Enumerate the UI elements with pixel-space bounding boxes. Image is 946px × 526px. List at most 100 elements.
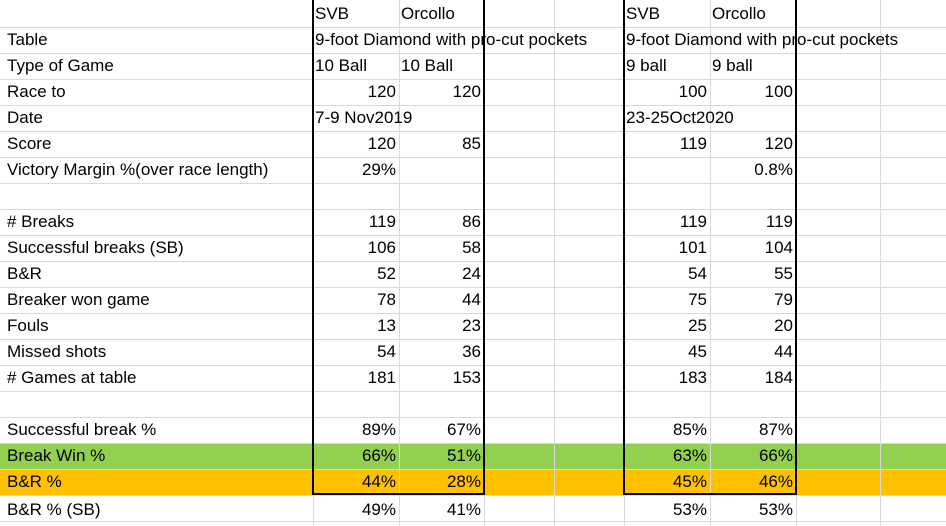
m1-break-win-pct-b[interactable]: 51% xyxy=(446,446,481,465)
m1-sb-pct-a[interactable]: 89% xyxy=(361,420,396,439)
m2-score-a[interactable]: 119 xyxy=(679,134,707,153)
m1-sb-b[interactable]: 58 xyxy=(462,238,481,257)
m1-table-type[interactable]: 9-foot Diamond with pro-cut pockets xyxy=(315,30,588,49)
m2-games-b[interactable]: 184 xyxy=(764,368,793,387)
label-fouls[interactable]: Fouls xyxy=(7,316,49,335)
m2-sb-b[interactable]: 104 xyxy=(764,238,793,257)
m1-date[interactable]: 7-9 Nov2019 xyxy=(315,108,413,127)
m1-sb-pct-b[interactable]: 67% xyxy=(446,420,481,439)
m1-race-b[interactable]: 120 xyxy=(452,82,481,101)
m1-bnr-pct-a[interactable]: 44% xyxy=(361,472,396,491)
gridline xyxy=(0,105,946,106)
m2-breaker-won-b[interactable]: 79 xyxy=(774,290,793,309)
m2-margin-a[interactable] xyxy=(624,157,710,183)
m1-bnr-pct-b[interactable]: 28% xyxy=(446,472,481,491)
m1-player-b-header[interactable]: Orcollo xyxy=(401,4,455,23)
label-breaker-won-game[interactable]: Breaker won game xyxy=(7,290,150,309)
m2-breaks-a[interactable]: 119 xyxy=(679,212,707,231)
m2-player-a-header[interactable]: SVB xyxy=(626,4,661,23)
gridline xyxy=(0,365,946,366)
break-win-row-highlight xyxy=(0,443,946,469)
label-race-to[interactable]: Race to xyxy=(7,82,66,101)
m1-race-a[interactable]: 120 xyxy=(367,82,396,101)
gridline xyxy=(0,417,946,418)
m2-bnr-b[interactable]: 55 xyxy=(774,264,793,283)
m2-fouls-a[interactable]: 25 xyxy=(688,316,707,335)
label-bnr-pct-sb[interactable]: B&R % (SB) xyxy=(7,500,101,519)
m2-bnr-pct-sb-b[interactable]: 53% xyxy=(758,500,793,519)
gridline xyxy=(0,339,946,340)
m2-race-a[interactable]: 100 xyxy=(678,82,707,101)
m1-breaks-b[interactable]: 86 xyxy=(462,212,481,231)
m1-bnr-pct-sb-b[interactable]: 41% xyxy=(446,500,481,519)
label-games-at-table[interactable]: # Games at table xyxy=(7,368,137,387)
m2-bnr-pct-b[interactable]: 46% xyxy=(758,472,793,491)
m2-bnr-a[interactable]: 54 xyxy=(688,264,707,283)
m1-score-a[interactable]: 120 xyxy=(367,134,396,153)
m1-games-b[interactable]: 153 xyxy=(452,368,481,387)
m1-bnr-b[interactable]: 24 xyxy=(462,264,481,283)
label-score[interactable]: Score xyxy=(7,134,52,153)
m2-race-b[interactable]: 100 xyxy=(764,82,793,101)
m2-game-b[interactable]: 9 ball xyxy=(712,56,753,75)
m2-games-a[interactable]: 183 xyxy=(678,368,707,387)
m1-margin-b[interactable] xyxy=(399,157,484,183)
m2-score-b[interactable]: 120 xyxy=(764,134,793,153)
m2-table-type[interactable]: 9-foot Diamond with pro-cut pockets xyxy=(626,30,899,49)
m2-game-a[interactable]: 9 ball xyxy=(626,56,667,75)
m1-games-a[interactable]: 181 xyxy=(367,368,396,387)
m2-sb-pct-a[interactable]: 85% xyxy=(672,420,707,439)
m2-breaks-b[interactable]: 119 xyxy=(765,212,793,231)
m2-bnr-pct-a[interactable]: 45% xyxy=(672,472,707,491)
m1-breaks-a[interactable]: 119 xyxy=(368,212,396,231)
gridline xyxy=(0,79,946,80)
m2-missed-a[interactable]: 45 xyxy=(688,342,707,361)
m1-breaker-won-a[interactable]: 78 xyxy=(377,290,396,309)
label-missed-shots[interactable]: Missed shots xyxy=(7,342,107,361)
m1-fouls-a[interactable]: 13 xyxy=(377,316,396,335)
m1-score-b[interactable]: 85 xyxy=(462,134,481,153)
m1-missed-a[interactable]: 54 xyxy=(377,342,396,361)
label-successful-break-pct[interactable]: Successful break % xyxy=(7,420,157,439)
m2-missed-b[interactable]: 44 xyxy=(774,342,793,361)
m1-game-b[interactable]: 10 Ball xyxy=(401,56,453,75)
m2-break-win-pct-a[interactable]: 63% xyxy=(672,446,707,465)
m2-break-win-pct-b[interactable]: 66% xyxy=(758,446,793,465)
m2-breaker-won-a[interactable]: 75 xyxy=(688,290,707,309)
m2-margin-b[interactable]: 0.8% xyxy=(754,160,793,179)
gridline xyxy=(710,0,711,526)
m2-fouls-b[interactable]: 20 xyxy=(774,316,793,335)
m2-date[interactable]: 23-25Oct2020 xyxy=(626,108,734,127)
m1-bnr-a[interactable]: 52 xyxy=(377,264,396,283)
bnr-row-highlight xyxy=(0,469,946,495)
label-date[interactable]: Date xyxy=(7,108,43,127)
label-break-win-pct[interactable]: Break Win % xyxy=(7,446,106,465)
m1-fouls-b[interactable]: 23 xyxy=(462,316,481,335)
m1-player-a-header[interactable]: SVB xyxy=(315,4,350,23)
m1-break-win-pct-a[interactable]: 66% xyxy=(361,446,396,465)
label-bnr[interactable]: B&R xyxy=(7,264,42,283)
m2-sb-a[interactable]: 101 xyxy=(678,238,707,257)
label-successful-breaks[interactable]: Successful breaks (SB) xyxy=(7,238,184,257)
m1-missed-b[interactable]: 36 xyxy=(462,342,481,361)
label-bnr-pct[interactable]: B&R % xyxy=(7,472,62,491)
m1-breaker-won-b[interactable]: 44 xyxy=(462,290,481,309)
m2-sb-pct-b[interactable]: 87% xyxy=(758,420,793,439)
m1-bnr-pct-sb-a[interactable]: 49% xyxy=(361,500,396,519)
gridline xyxy=(0,469,946,470)
gridline xyxy=(0,27,946,28)
label-table[interactable]: Table xyxy=(7,30,48,49)
gridline xyxy=(0,391,946,392)
gridline xyxy=(0,183,946,184)
m2-bnr-pct-sb-a[interactable]: 53% xyxy=(672,500,707,519)
label-victory-margin[interactable]: Victory Margin %(over race length) xyxy=(7,160,269,179)
gridline xyxy=(0,157,946,158)
m2-player-b-header[interactable]: Orcollo xyxy=(712,4,766,23)
label-breaks[interactable]: # Breaks xyxy=(7,212,75,231)
m1-sb-a[interactable]: 106 xyxy=(367,238,396,257)
m1-game-a[interactable]: 10 Ball xyxy=(315,56,367,75)
m1-margin-a[interactable]: 29% xyxy=(361,160,396,179)
label-type-of-game[interactable]: Type of Game xyxy=(7,56,114,75)
gridline xyxy=(0,131,946,132)
